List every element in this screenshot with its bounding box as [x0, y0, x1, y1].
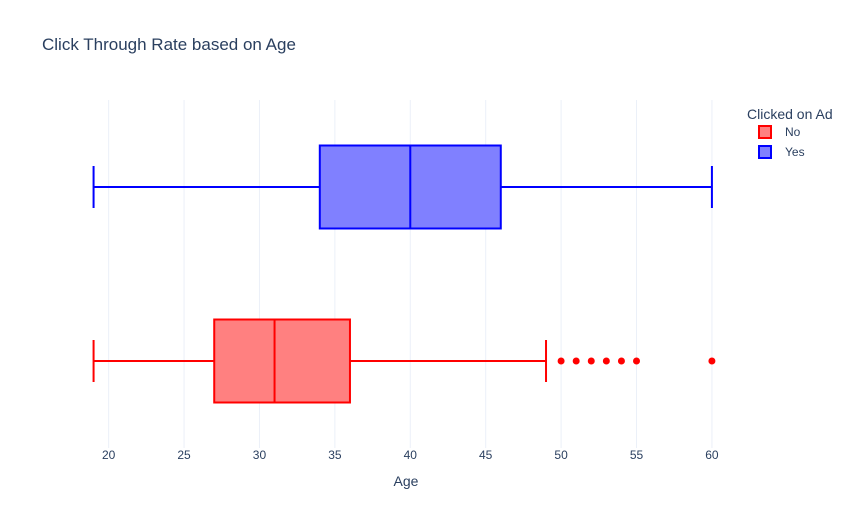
- x-tick-label: 55: [630, 448, 644, 462]
- x-tick-label: 20: [102, 448, 116, 462]
- x-tick-label: 35: [328, 448, 342, 462]
- outlier-point: [587, 357, 595, 365]
- x-axis-ticks: 20 25 30 35 40 45 50 55 60: [102, 448, 719, 462]
- outlier-point: [708, 357, 716, 365]
- outlier-point: [602, 357, 610, 365]
- x-tick-label: 40: [404, 448, 418, 462]
- legend-swatch: [758, 145, 772, 159]
- x-axis-title: Age: [394, 473, 419, 489]
- outlier-point: [633, 357, 641, 365]
- legend-swatch: [758, 125, 772, 139]
- outlier-point: [617, 357, 625, 365]
- chart-title: Click Through Rate based on Age: [42, 35, 296, 54]
- iqr-box: [213, 318, 351, 404]
- outlier-point: [557, 357, 565, 365]
- legend: Clicked on Ad No Yes: [747, 106, 833, 159]
- legend-item-yes[interactable]: Yes: [758, 145, 805, 159]
- legend-label: No: [785, 125, 801, 139]
- legend-title: Clicked on Ad: [747, 106, 833, 122]
- x-tick-label: 50: [554, 448, 568, 462]
- x-tick-label: 25: [177, 448, 191, 462]
- legend-label: Yes: [785, 145, 805, 159]
- outlier-point: [572, 357, 580, 365]
- x-tick-label: 30: [253, 448, 267, 462]
- x-tick-label: 45: [479, 448, 493, 462]
- box-no: [92, 318, 716, 404]
- series-layer: [92, 144, 716, 404]
- legend-item-no[interactable]: No: [758, 125, 801, 139]
- x-tick-label: 60: [705, 448, 719, 462]
- box-yes: [92, 144, 713, 230]
